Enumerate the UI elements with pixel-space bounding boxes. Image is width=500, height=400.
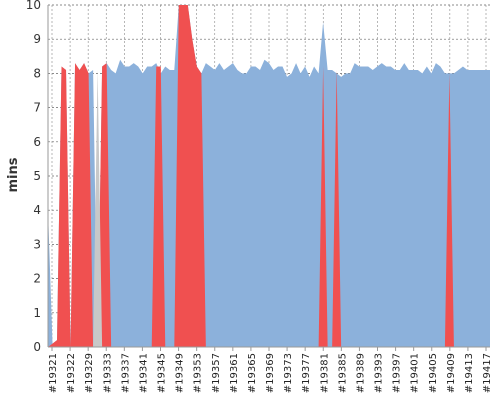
x-tick-label: #19397	[392, 353, 403, 393]
x-tick-label: #19393	[374, 353, 385, 393]
plot-layer	[48, 5, 490, 347]
x-tick-label: #19361	[229, 353, 240, 393]
x-tick-label: #19321	[48, 353, 59, 393]
x-tick-label: #19373	[283, 353, 294, 393]
x-tick-label: #19322	[66, 353, 77, 393]
x-tick-label: #19341	[138, 353, 149, 393]
y-tick-label: 8	[33, 66, 41, 80]
x-tick-label: #19409	[446, 353, 457, 393]
y-tick-label: 6	[33, 135, 41, 149]
x-tick-label: #19345	[157, 353, 168, 393]
x-tick-label: #19385	[337, 353, 348, 393]
y-tick-label: 7	[33, 101, 41, 115]
x-tick-label: #19413	[464, 353, 475, 393]
y-tick-label: 2	[33, 272, 41, 286]
x-tick-label: #19337	[120, 353, 131, 393]
y-tick-label: 5	[33, 169, 41, 183]
x-tick-label: #19349	[175, 353, 186, 393]
x-tick-label: #19365	[247, 353, 258, 393]
x-tick-label: #19405	[428, 353, 439, 393]
x-tick-label: #19329	[84, 353, 95, 393]
y-tick-label: 10	[26, 0, 41, 12]
x-tick-label: #19417	[482, 353, 493, 393]
x-tick-label: #19369	[265, 353, 276, 393]
y-tick-label: 1	[33, 306, 41, 320]
y-tick-label: 9	[33, 32, 41, 46]
y-tick-label: 0	[33, 340, 41, 354]
x-tick-label: #19389	[355, 353, 366, 393]
y-axis-label: mins	[6, 157, 21, 192]
axis-layer: 0 1 2 3 4 5 6 7 8 9 10 #19321 #19322 #19329 #19333 #193…	[26, 0, 493, 393]
series-area-0	[48, 5, 490, 347]
x-tick-label: #19357	[211, 353, 222, 393]
x-tick-label: #19377	[301, 353, 312, 393]
x-tick-label: #19401	[410, 353, 421, 393]
y-tick-label: 4	[33, 203, 41, 217]
x-tick-label: #19353	[193, 353, 204, 393]
x-tick-label: #19381	[319, 353, 330, 393]
series-area-1	[48, 5, 490, 347]
y-tick-label: 3	[33, 237, 41, 251]
x-tick-label: #19333	[102, 353, 113, 393]
